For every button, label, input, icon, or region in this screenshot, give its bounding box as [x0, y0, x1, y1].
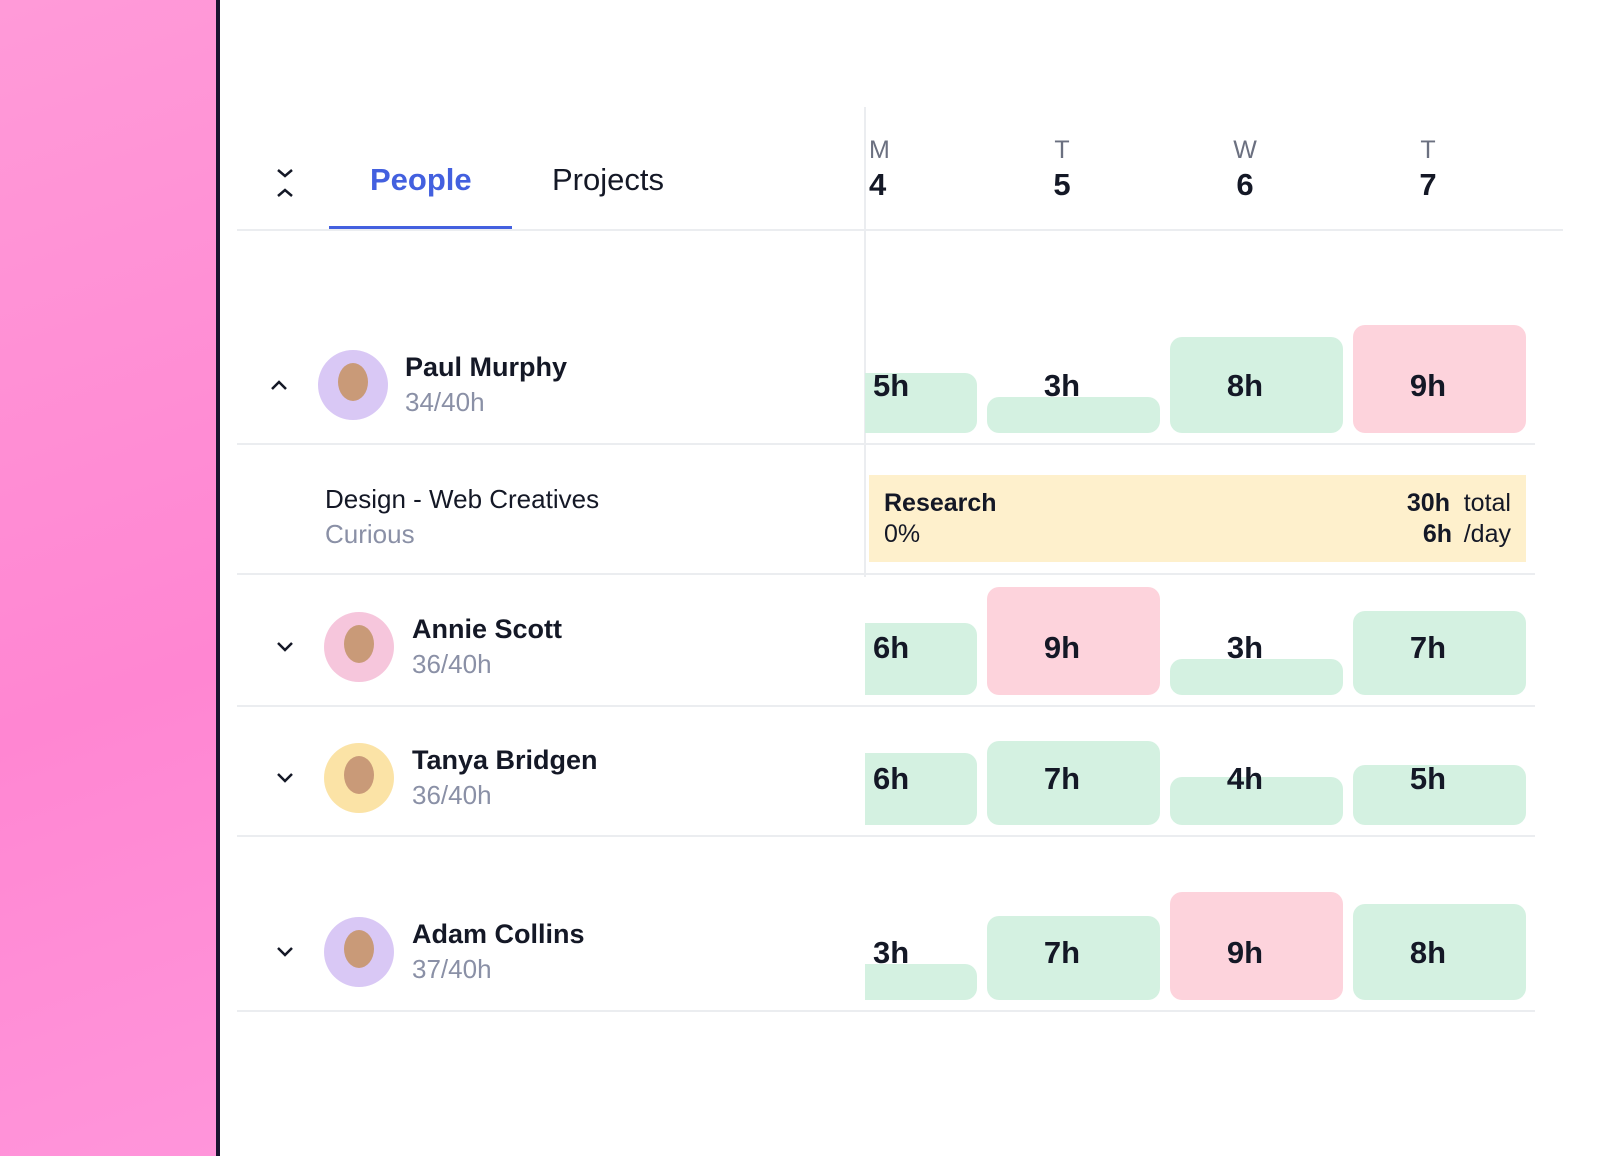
hours-block[interactable] [1170, 337, 1343, 433]
task-name: Research [884, 489, 997, 517]
column-line [864, 107, 866, 577]
hours-label: 9h [1409, 368, 1447, 403]
expand-chevron[interactable] [276, 641, 294, 653]
hours-label: 8h [1409, 935, 1447, 970]
project-name: Design - Web Creatives [325, 484, 600, 514]
avatar-face [344, 930, 374, 968]
day-letter: W [1233, 136, 1257, 164]
side-panel [0, 0, 216, 1156]
hours-label: 7h [1043, 761, 1081, 796]
avatar-face [338, 363, 368, 401]
hours-block[interactable] [1170, 777, 1343, 825]
person-name: Paul Murphy [405, 352, 568, 382]
person-hours: 37/40h [412, 954, 492, 984]
hours-label: 3h [1226, 630, 1264, 665]
hours-label: 8h [1226, 368, 1264, 403]
hours-label: 4h [1226, 761, 1264, 796]
hours-block[interactable] [865, 753, 977, 825]
expand-chevron[interactable] [276, 946, 294, 958]
expand-chevron[interactable] [270, 379, 288, 391]
day-number: 7 [1419, 167, 1437, 202]
hours-block[interactable] [987, 741, 1160, 825]
hours-block[interactable] [1170, 892, 1343, 1000]
row-line [237, 835, 1535, 837]
hours-label: 7h [1409, 630, 1447, 665]
task-daily: 6h [1422, 520, 1452, 548]
hours-block[interactable] [1353, 765, 1526, 825]
hours-block[interactable] [987, 397, 1160, 433]
avatar-face [344, 625, 374, 663]
hours-block[interactable] [987, 916, 1160, 1000]
hours-label: 5h [873, 368, 910, 403]
tab[interactable]: People [370, 162, 472, 197]
tab-underline [329, 226, 512, 230]
person-name: Adam Collins [412, 919, 585, 949]
task-total: 30h [1406, 489, 1450, 517]
hours-block[interactable] [865, 623, 977, 695]
hours-block[interactable] [865, 964, 977, 1000]
day-letter: T [1054, 136, 1070, 164]
person-hours: 34/40h [405, 387, 485, 417]
person-name: Tanya Bridgen [412, 745, 598, 775]
hours-block[interactable] [1353, 325, 1526, 433]
row-line [237, 705, 1535, 707]
row-line [237, 573, 1535, 575]
row-line [237, 1010, 1535, 1012]
task-progress: 0% [884, 520, 921, 548]
hours-label: 7h [1043, 935, 1081, 970]
hours-block[interactable] [865, 373, 977, 433]
task-daily-unit: /day [1463, 520, 1511, 548]
hours-label: 3h [873, 935, 910, 970]
row-line [237, 443, 1535, 445]
hours-block[interactable] [1170, 659, 1343, 695]
day-letter: T [1420, 136, 1436, 164]
expand-chevron[interactable] [276, 772, 294, 784]
divider [216, 0, 220, 1156]
avatar-face [344, 756, 374, 794]
hours-block[interactable] [987, 587, 1160, 695]
hours-block[interactable] [1353, 611, 1526, 695]
hours-label: 6h [873, 630, 910, 665]
task-bar[interactable] [869, 475, 1526, 562]
day-number: 4 [869, 167, 887, 202]
day-number: 5 [1053, 167, 1071, 202]
hours-label: 3h [1043, 368, 1081, 403]
hours-block[interactable] [1353, 904, 1526, 1000]
header-line [237, 229, 1563, 231]
day-letter: M [869, 136, 890, 164]
person-hours: 36/40h [412, 649, 492, 679]
person-hours: 36/40h [412, 780, 492, 810]
person-name: Annie Scott [412, 614, 563, 644]
hours-label: 9h [1226, 935, 1264, 970]
tab[interactable]: Projects [552, 162, 664, 197]
project-client: Curious [325, 519, 415, 549]
hours-label: 6h [873, 761, 910, 796]
collapse-icon[interactable] [276, 168, 294, 198]
hours-label: 5h [1409, 761, 1447, 796]
day-number: 6 [1236, 167, 1254, 202]
hours-label: 9h [1043, 630, 1081, 665]
task-total-unit: total [1463, 489, 1511, 517]
